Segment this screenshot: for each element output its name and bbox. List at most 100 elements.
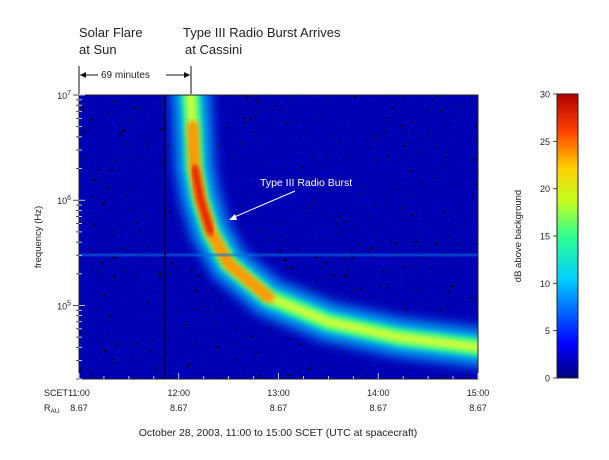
noise-speck [223,327,227,329]
noise-speck [156,97,158,99]
noise-speck [470,152,472,154]
noise-speck [472,135,475,138]
noise-speck [203,314,207,316]
noise-speck [390,227,394,229]
noise-speck [133,107,136,110]
noise-speck [196,333,198,335]
noise-speck [232,153,236,156]
noise-speck [446,123,448,125]
noise-speck [401,198,404,200]
noise-speck [335,177,339,179]
colorbar-tick-label: 10 [540,279,550,289]
noise-speck [407,141,409,144]
noise-speck [475,125,477,128]
noise-speck [464,168,467,170]
noise-speck [162,211,165,213]
noise-speck [239,352,243,354]
noise-speck [144,282,148,285]
noise-speck [339,141,342,143]
noise-speck [254,99,259,101]
noise-speck [372,241,375,244]
noise-speck [142,164,146,167]
noise-speck [389,240,392,243]
noise-speck [136,343,138,345]
noise-speck [116,344,120,347]
noise-speck [136,257,138,259]
noise-speck [125,143,129,145]
noise-speck [402,97,406,100]
noise-speck [305,128,309,130]
noise-speck [244,120,246,124]
noise-speck [89,112,93,115]
noise-speck [121,270,124,272]
noise-speck [339,215,341,218]
noise-speck [241,309,244,312]
noise-speck [301,374,304,377]
noise-speck [98,269,100,272]
noise-speck [453,367,458,369]
noise-speck [227,315,232,318]
noise-speck [366,375,368,377]
noise-speck [160,159,164,161]
noise-speck [123,237,127,239]
noise-speck [138,194,141,195]
noise-speck [162,256,166,259]
noise-speck [102,202,105,205]
noise-speck [243,220,245,222]
noise-speck [438,247,442,250]
noise-speck [175,372,179,375]
noise-speck [137,358,140,361]
noise-speck [287,123,289,125]
noise-speck [318,238,323,240]
noise-speck [234,328,238,330]
noise-speck [250,178,254,181]
noise-speck [418,245,422,248]
noise-speck [117,355,119,357]
noise-speck [140,110,143,112]
noise-speck [237,367,240,369]
noise-speck [109,314,113,317]
noise-speck [179,219,182,221]
noise-speck [251,335,254,338]
noise-speck [90,374,94,377]
noise-speck [341,234,343,236]
noise-speck [388,137,392,139]
noise-speck [283,241,285,243]
noise-speck [318,208,321,210]
noise-speck [385,202,387,205]
noise-speck [129,188,131,190]
noise-speck [222,363,225,365]
noise-speck [395,241,398,245]
noise-speck [374,234,378,236]
noise-speck [255,376,258,378]
noise-speck [275,326,279,330]
noise-speck [169,269,172,271]
arrival-annotation-line1: Type III Radio Burst Arrives [183,25,341,40]
noise-speck [157,303,160,306]
noise-speck [287,191,290,193]
noise-speck [231,151,235,154]
noise-speck [335,174,339,176]
x-tick-label: 13:00 [267,388,290,398]
noise-speck [435,285,437,288]
noise-speck [125,194,128,197]
noise-speck [90,118,94,121]
noise-speck [468,182,472,185]
noise-speck [292,199,296,201]
noise-speck [288,225,290,228]
noise-speck [260,229,263,232]
noise-speck [431,98,433,101]
noise-speck [317,123,319,126]
noise-speck [219,299,222,301]
noise-speck [351,227,356,230]
noise-speck [368,215,370,217]
noise-speck [453,256,456,259]
noise-speck [258,374,261,377]
noise-speck [475,116,478,118]
noise-speck [355,105,359,108]
noise-speck [203,356,206,359]
noise-speck [279,226,283,229]
noise-speck [402,364,406,366]
noise-speck [126,157,129,160]
noise-speck [116,168,120,171]
